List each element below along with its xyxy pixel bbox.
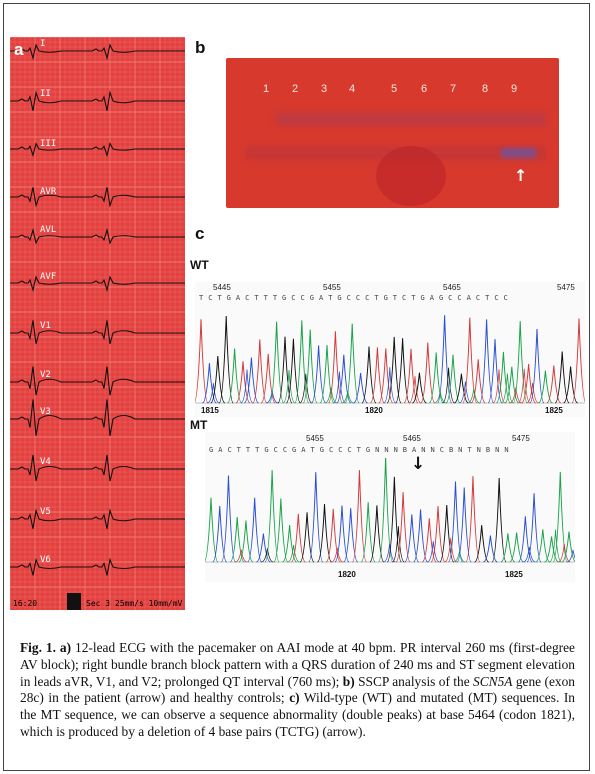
wt-label: WT bbox=[190, 258, 209, 272]
gel-patient-band bbox=[501, 148, 536, 158]
lane-7: 7 bbox=[450, 83, 457, 95]
lane-2: 2 bbox=[292, 83, 299, 95]
wt-position-5475: 5475 bbox=[557, 283, 575, 292]
gel-blob bbox=[376, 146, 446, 206]
gel-upper-band bbox=[276, 113, 546, 125]
wt-position-5455: 5455 bbox=[323, 283, 341, 292]
mt-position-5465: 5465 bbox=[403, 434, 421, 443]
caption-b-label: b) bbox=[342, 673, 355, 689]
caption-a-text: 12-lead ECG with the pacemaker on AAI mo… bbox=[20, 640, 575, 689]
caption-b-text-2: gene (exon 28c) in the patient (arrow) a… bbox=[20, 673, 575, 706]
lead-label-v4: V4 bbox=[40, 457, 51, 467]
ecg-time: 16:20 bbox=[13, 599, 38, 608]
figure-frame bbox=[3, 3, 590, 771]
caption-a-label: a) bbox=[59, 640, 72, 655]
mt-position-5475: 5475 bbox=[512, 434, 530, 443]
lead-label-iii: III bbox=[40, 139, 57, 149]
gel-arrow-icon: ↑ bbox=[514, 166, 528, 185]
ecg-traces bbox=[10, 37, 185, 610]
panel-a-letter: a bbox=[14, 40, 24, 59]
lead-label-ii: II bbox=[40, 89, 51, 99]
mutation-arrow-icon: ↓ bbox=[411, 454, 426, 474]
lane-4: 4 bbox=[349, 83, 356, 95]
lead-label-i: I bbox=[40, 39, 46, 49]
wt-position-5465: 5465 bbox=[443, 283, 461, 292]
lead-label-v1: V1 bbox=[40, 321, 51, 331]
lane-6: 6 bbox=[421, 83, 428, 95]
lead-label-v2: V2 bbox=[40, 370, 51, 380]
lead-label-avl: AVL bbox=[40, 225, 57, 235]
lead-label-avf: AVF bbox=[40, 272, 57, 282]
mt-trace bbox=[205, 458, 575, 563]
wt-codon-1815: 1815 bbox=[201, 406, 219, 415]
lead-label-avr: AVR bbox=[40, 187, 57, 197]
mt-label: MT bbox=[190, 418, 208, 432]
panel-c-letter: c bbox=[195, 224, 205, 243]
ecg-strip: I II III AVR AVL AVF V1 V2 V3 V4 V5 V6 1… bbox=[10, 37, 185, 610]
sscp-gel-image: 1 2 3 4 5 6 7 8 9 ↑ bbox=[226, 58, 559, 208]
mt-position-5455: 5455 bbox=[306, 434, 324, 443]
wt-codon-1820: 1820 bbox=[365, 406, 383, 415]
lane-3: 3 bbox=[321, 83, 328, 95]
caption-gene-name: SCN5A bbox=[473, 673, 513, 689]
mt-chromatogram: 5455 5465 5475 G A C T T T G C C G A T G… bbox=[205, 432, 575, 582]
panel-b-letter: b bbox=[195, 38, 206, 57]
caption-fig-label: Fig. 1. bbox=[20, 640, 56, 655]
lead-label-v5: V5 bbox=[40, 507, 51, 517]
wt-position-5445: 5445 bbox=[213, 283, 231, 292]
caption-b-text-1: SSCP analysis of the bbox=[354, 673, 474, 689]
figure-caption: Fig. 1. a) 12-lead ECG with the pacemake… bbox=[20, 640, 575, 741]
mt-codon-1820: 1820 bbox=[338, 570, 356, 579]
lane-1: 1 bbox=[263, 83, 270, 95]
wt-chromatogram: 5445 5455 5465 5475 T C T G A C T T T G … bbox=[195, 282, 585, 417]
lead-label-v6: V6 bbox=[40, 555, 51, 565]
lane-5: 5 bbox=[391, 83, 398, 95]
lane-8: 8 bbox=[482, 83, 489, 95]
ecg-calibration-block bbox=[67, 593, 81, 610]
wt-trace bbox=[195, 315, 585, 404]
ecg-settings: Sec 3 25mm/s 10mm/mV bbox=[86, 599, 183, 608]
mt-codon-1825: 1825 bbox=[505, 570, 523, 579]
caption-c-text: Wild-type (WT) and mutated (MT) sequence… bbox=[20, 690, 575, 739]
wt-base-calls: T C T G A C T T T G C C G A T G C C C T … bbox=[199, 294, 509, 302]
lead-label-v3: V3 bbox=[40, 407, 51, 417]
caption-c-label: c) bbox=[289, 690, 300, 706]
mt-base-calls: G A C T T T G C C G A T G C C C T G N N … bbox=[209, 446, 509, 454]
lane-9: 9 bbox=[511, 83, 518, 95]
wt-codon-1825: 1825 bbox=[545, 406, 563, 415]
